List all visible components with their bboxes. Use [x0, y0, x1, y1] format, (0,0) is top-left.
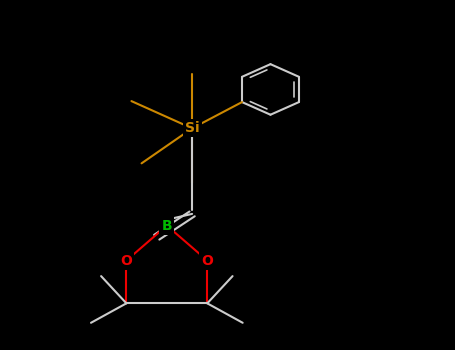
Text: O: O [202, 253, 213, 267]
Text: O: O [121, 253, 132, 267]
Text: Si: Si [185, 121, 199, 135]
Text: B: B [162, 218, 172, 232]
